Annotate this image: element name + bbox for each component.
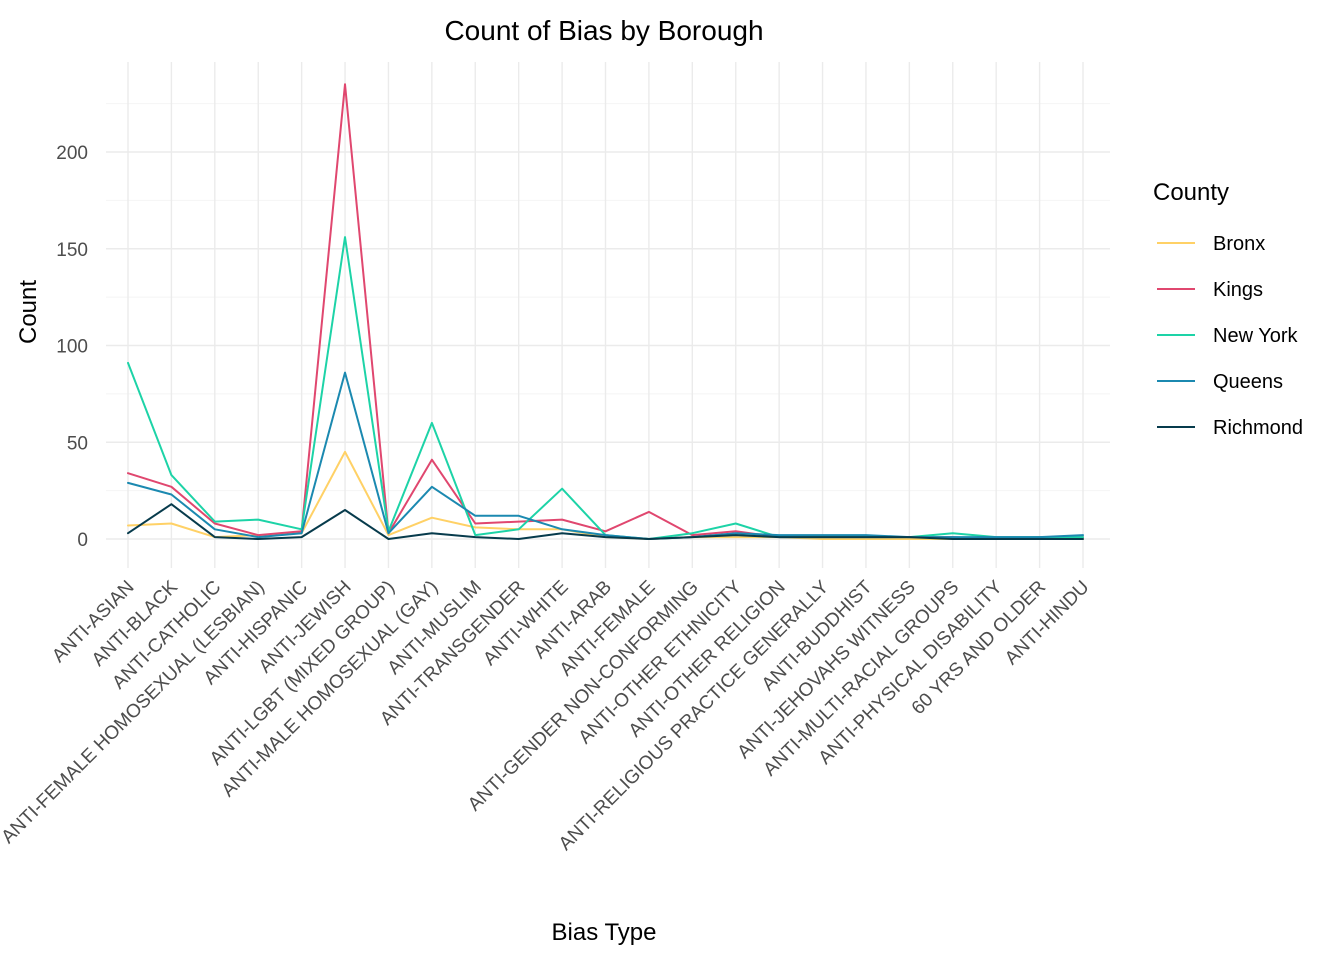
legend-title: County — [1153, 179, 1229, 206]
minor-gridlines — [106, 103, 1110, 492]
series-line-richmond — [127, 503, 1084, 540]
y-axis-title: Count — [15, 280, 42, 344]
legend-label: Queens — [1213, 371, 1283, 393]
legend-label: Kings — [1213, 279, 1263, 301]
y-tick-label: 0 — [77, 530, 88, 551]
major-gridlines — [106, 62, 1110, 568]
y-axis-ticks: 0 50 100 150 200 — [56, 143, 88, 551]
y-tick-label: 100 — [56, 337, 88, 358]
legend-items: Bronx Kings New York Queens Richmond — [1157, 233, 1303, 439]
y-tick-label: 150 — [56, 240, 88, 261]
y-tick-label: 200 — [56, 143, 88, 164]
series-lines — [127, 83, 1084, 540]
legend-label: Richmond — [1213, 417, 1303, 439]
legend-label: New York — [1213, 325, 1298, 347]
legend-label: Bronx — [1213, 233, 1265, 255]
y-tick-label: 50 — [67, 433, 88, 454]
x-axis-ticks: ANTI-ASIANANTI-BLACKANTI-CATHOLICANTI-FE… — [0, 576, 1094, 854]
x-axis-title: Bias Type — [552, 919, 657, 946]
legend: County Bronx Kings New York Queens Richmond — [1153, 179, 1303, 439]
chart-title: Count of Bias by Borough — [444, 15, 763, 46]
